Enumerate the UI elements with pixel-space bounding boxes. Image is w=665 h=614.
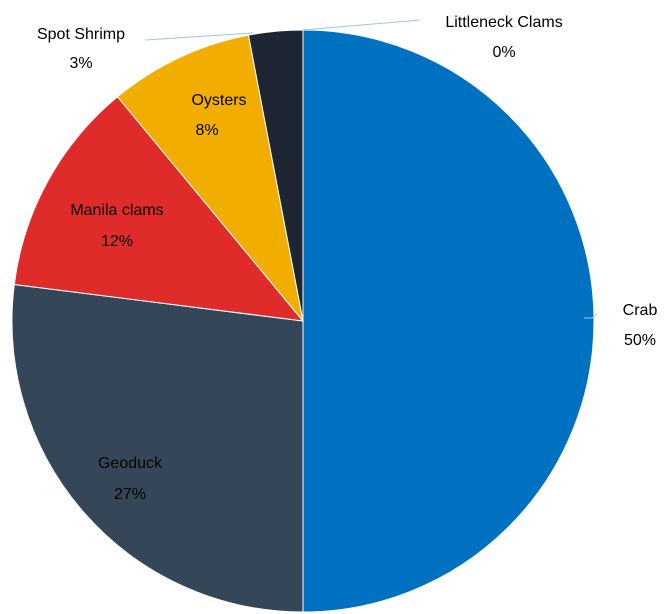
data-label-spot-shrimp-name: Spot Shrimp xyxy=(37,26,125,43)
data-label-oysters-name: Oysters xyxy=(191,92,246,109)
pie-slice-crab xyxy=(302,29,595,613)
data-label-manila-clams-name: Manila clams xyxy=(70,202,163,219)
pie-slice-oysters xyxy=(116,34,304,322)
leader-lines xyxy=(144,19,598,319)
pie-slices xyxy=(11,29,595,613)
data-label-oysters-pct: 8% xyxy=(195,122,218,139)
leader-line-littleneck-clams xyxy=(302,19,421,31)
data-label-manila-clams-pct: 12% xyxy=(101,233,133,250)
pie-slice-spot-shrimp xyxy=(247,29,304,322)
data-label-geoduck-name: Geoduck xyxy=(98,455,163,472)
data-labels: Crab 50% Geoduck 27% Manila clams 12% Oy… xyxy=(37,14,657,503)
pie-slice-manila-clams xyxy=(13,96,305,322)
leader-line-spot-shrimp xyxy=(144,32,254,41)
data-label-geoduck-pct: 27% xyxy=(114,486,146,503)
pie-slice-geoduck xyxy=(11,283,304,613)
data-label-crab-name: Crab xyxy=(623,302,658,319)
data-label-littleneck-clams-name: Littleneck Clams xyxy=(445,14,562,31)
data-label-littleneck-clams-pct: 0% xyxy=(492,44,515,61)
leader-line-crab xyxy=(584,313,598,319)
data-label-spot-shrimp-pct: 3% xyxy=(69,55,92,72)
data-label-crab-pct: 50% xyxy=(624,332,656,349)
